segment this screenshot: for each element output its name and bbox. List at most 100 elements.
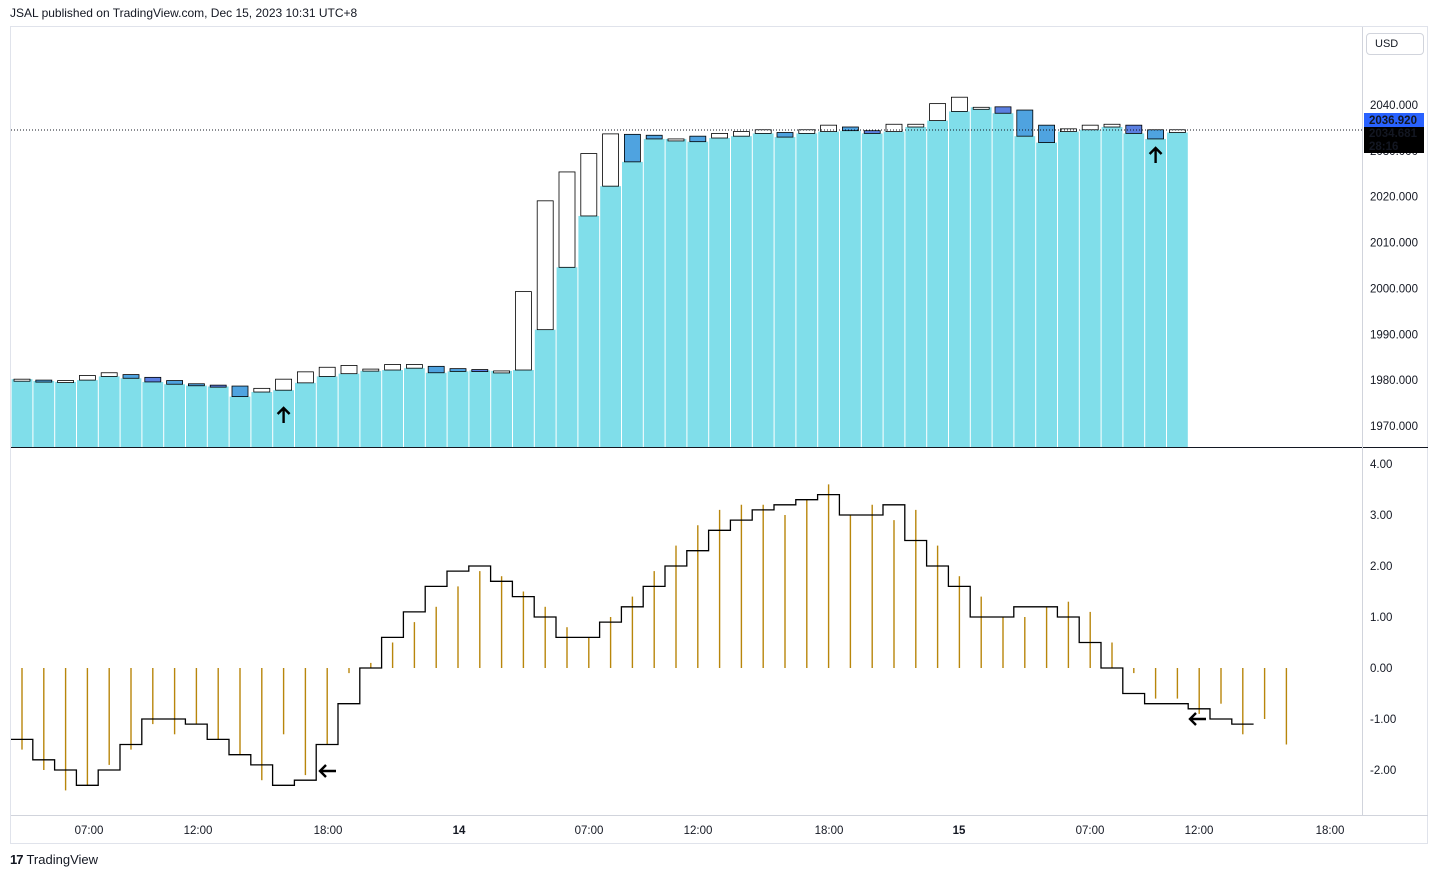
candle — [776, 132, 794, 138]
volume-bar — [77, 380, 98, 447]
x-tick-label: 12:00 — [1185, 825, 1214, 837]
volume-bar — [469, 370, 491, 447]
volume-bar — [861, 133, 883, 447]
volume-bar — [98, 376, 120, 447]
footer-brand[interactable]: 17 TradingView — [10, 852, 98, 867]
volume-bar — [295, 382, 316, 447]
price-tick-label: 2040.000 — [1370, 100, 1418, 112]
volume-bar — [404, 368, 425, 447]
candle — [384, 364, 402, 371]
volume-bar — [207, 386, 229, 447]
candle — [972, 106, 990, 110]
volume-bar — [600, 186, 621, 448]
candle — [929, 103, 946, 121]
volume-bar — [338, 373, 360, 447]
candle — [711, 133, 728, 139]
volume-bar — [33, 381, 55, 447]
volume-bar — [970, 107, 992, 447]
volume-bar — [1058, 131, 1079, 447]
volume-bar — [142, 381, 164, 447]
volume-bar — [731, 136, 752, 448]
volume-bar — [883, 131, 905, 447]
volume-bar — [1014, 136, 1036, 448]
arrow-up-icon — [276, 406, 291, 423]
countdown-badge — [1364, 127, 1424, 153]
volume-bar — [447, 371, 469, 447]
volume-bar — [1036, 142, 1057, 448]
x-tick-label: 07:00 — [1076, 825, 1105, 837]
candle — [122, 374, 140, 379]
volume-bar — [905, 127, 927, 448]
price-tick-label: 1970.000 — [1370, 421, 1418, 433]
candle — [79, 375, 96, 381]
x-tick-label: 18:00 — [314, 825, 343, 837]
volume-bar — [1167, 132, 1188, 447]
volume-bar — [949, 111, 970, 447]
price-pane[interactable] — [11, 96, 1362, 448]
volume-bar — [578, 215, 600, 447]
candle — [1169, 129, 1186, 133]
volume-bar — [316, 376, 338, 447]
countdown-label: 28:16 — [1369, 141, 1398, 153]
volume-bar — [55, 381, 76, 447]
x-tick-label: 12:00 — [184, 825, 213, 837]
candle — [885, 123, 903, 132]
candle — [449, 368, 467, 372]
last-price-label: 2036.920 — [1369, 115, 1417, 127]
volume-bar — [622, 161, 643, 447]
oscillator-pane[interactable] — [11, 484, 1288, 791]
candle — [275, 378, 293, 391]
oscillator-tick-label: 0.00 — [1370, 663, 1392, 675]
arrow-left-icon — [318, 764, 336, 778]
second-price-label: 2034.681 — [1369, 128, 1418, 140]
candle — [209, 384, 227, 388]
candle — [645, 134, 663, 140]
volume-bar — [1123, 133, 1145, 447]
oscillator-tick-label: 3.00 — [1370, 510, 1392, 522]
candle — [471, 369, 489, 372]
candle — [405, 364, 423, 369]
arrow-up-stroke — [276, 406, 291, 423]
footer-brand-label: TradingView — [26, 852, 99, 867]
volume-bar — [360, 370, 382, 447]
volume-bar — [796, 133, 818, 447]
oscillator-tick-label: -1.00 — [1370, 714, 1396, 726]
volume-bar — [818, 131, 839, 447]
candle — [57, 380, 74, 383]
candle — [1081, 124, 1099, 131]
candle — [296, 371, 314, 384]
x-tick-label: 07:00 — [575, 825, 604, 837]
oscillator-tick-label: 4.00 — [1370, 459, 1392, 471]
price-tick-label: 1990.000 — [1370, 329, 1418, 341]
markers — [276, 146, 1206, 778]
volume-bar — [752, 133, 774, 447]
candle — [558, 171, 576, 268]
candle — [100, 372, 118, 377]
volume-bar — [229, 396, 251, 447]
x-tick-label: 15 — [953, 825, 966, 837]
candle — [231, 385, 249, 398]
price-tick-label: 2000.000 — [1370, 283, 1418, 295]
volume-bar — [120, 378, 142, 447]
axes: 2040.0002030.0002020.0002010.0002000.000… — [11, 27, 1428, 837]
volume-bar — [665, 138, 687, 447]
candle — [144, 376, 162, 383]
candle — [318, 366, 336, 377]
x-tick-label: 18:00 — [1316, 825, 1345, 837]
candle — [580, 153, 598, 217]
chart-frame — [10, 26, 1428, 844]
volume-bar — [687, 141, 709, 447]
candle — [907, 123, 925, 128]
volume-bar — [11, 379, 33, 447]
currency-selector[interactable]: USD — [1366, 33, 1424, 55]
oscillator-tick-label: 2.00 — [1370, 561, 1392, 573]
price-tick-label: 2010.000 — [1370, 238, 1418, 250]
candle — [951, 96, 968, 112]
volume-bar — [774, 137, 796, 447]
x-tick-label: 12:00 — [684, 825, 713, 837]
candle — [340, 365, 358, 375]
candle — [863, 130, 881, 134]
price-tick-label: 1980.000 — [1370, 375, 1418, 387]
candle — [362, 368, 380, 372]
